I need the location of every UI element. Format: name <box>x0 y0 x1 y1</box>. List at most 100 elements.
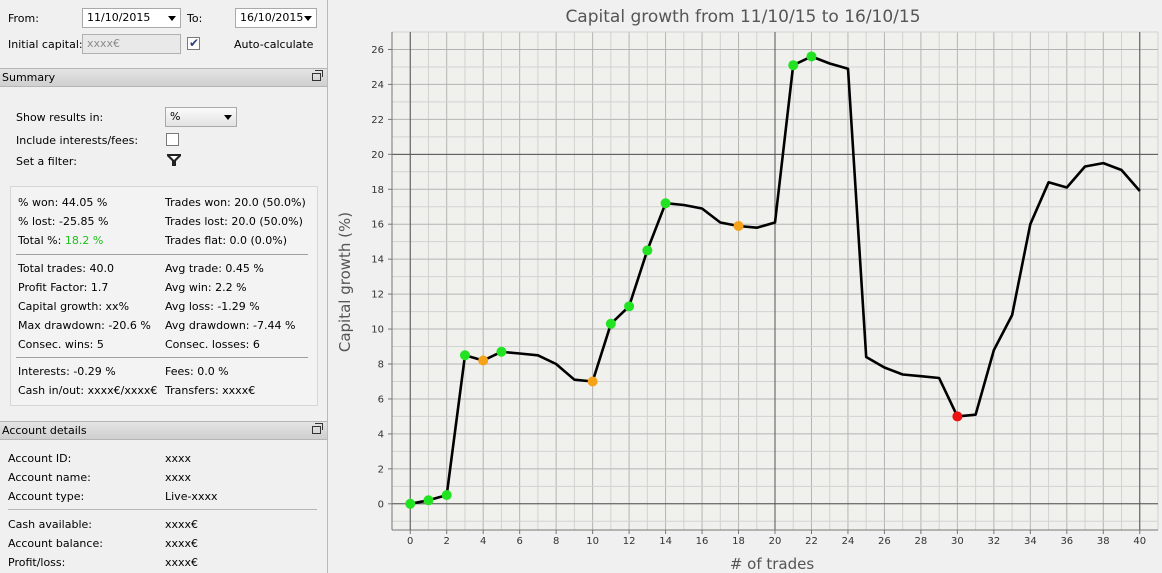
capital-growth: Capital growth: xx% <box>18 300 130 313</box>
consec-wins: Consec. wins: 5 <box>18 338 104 351</box>
account-name-value: xxxx <box>165 471 192 484</box>
data-point-loss <box>478 355 489 366</box>
data-point-loss <box>587 376 598 387</box>
x-tick-label: 0 <box>407 536 413 547</box>
restore-window-icon[interactable] <box>312 423 323 434</box>
filter-icon[interactable] <box>166 152 182 168</box>
total-trades: Total trades: 40.0 <box>18 262 114 275</box>
y-axis-label: Capital growth (%) <box>336 212 354 352</box>
show-results-select[interactable]: % <box>165 107 237 127</box>
account-type-label: Account type: <box>8 490 85 503</box>
y-tick-label: 0 <box>378 499 384 510</box>
y-tick-label: 8 <box>378 360 384 371</box>
cash-available-value: xxxx€ <box>165 518 199 531</box>
data-point-win <box>496 346 507 357</box>
divider <box>16 254 308 255</box>
y-tick-label: 2 <box>378 464 384 475</box>
y-tick-label: 18 <box>371 185 384 196</box>
to-date-picker[interactable]: 16/10/2015 <box>235 8 317 28</box>
data-point-win <box>660 198 671 209</box>
from-label: From: <box>8 12 39 25</box>
divider <box>16 357 308 358</box>
pct-lost: % lost: -25.85 % <box>18 215 109 228</box>
chevron-down-icon <box>168 16 176 21</box>
y-tick-label: 24 <box>371 80 384 91</box>
include-interests-label: Include interests/fees: <box>16 134 139 147</box>
avg-drawdown: Avg drawdown: -7.44 % <box>165 319 296 332</box>
account-type-value: Live-xxxx <box>165 490 218 503</box>
x-tick-label: 2 <box>444 536 450 547</box>
account-id-label: Account ID: <box>8 452 72 465</box>
restore-window-icon[interactable] <box>312 70 323 81</box>
initial-capital-value: xxxx€ <box>87 37 121 50</box>
profit-factor: Profit Factor: 1.7 <box>18 281 109 294</box>
x-tick-label: 22 <box>805 536 818 547</box>
x-tick-label: 40 <box>1133 536 1146 547</box>
x-tick-label: 38 <box>1097 536 1110 547</box>
y-tick-label: 12 <box>371 290 384 301</box>
x-tick-label: 30 <box>951 536 964 547</box>
avg-trade: Avg trade: 0.45 % <box>165 262 264 275</box>
data-point-win <box>605 318 616 329</box>
to-label: To: <box>187 12 203 25</box>
data-point-win <box>441 490 452 501</box>
trades-flat: Trades flat: 0.0 (0.0%) <box>165 234 288 247</box>
total-pct: Total %: 18.2 % <box>18 234 103 247</box>
chevron-down-icon <box>304 16 312 21</box>
profit-loss-value: xxxx€ <box>165 556 199 569</box>
show-results-label: Show results in: <box>16 111 104 124</box>
checkmark-icon: ✔ <box>189 36 200 50</box>
account-details-header[interactable]: Account details <box>0 421 327 440</box>
profit-loss-label: Profit/loss: <box>8 556 66 569</box>
auto-calculate-label: Auto-calculate <box>234 38 314 51</box>
x-tick-label: 18 <box>732 536 745 547</box>
initial-capital-label: Initial capital: <box>8 38 83 51</box>
cash-available-label: Cash available: <box>8 518 92 531</box>
avg-loss: Avg loss: -1.29 % <box>165 300 260 313</box>
plot-area: 0 2 4 6 8 10 12 14 16 18 20 22 24 26 28 30 32 34 36 38 40024… <box>371 31 1159 547</box>
max-drawdown: Max drawdown: -20.6 % <box>18 319 151 332</box>
x-tick-label: 28 <box>915 536 928 547</box>
chart-panel: Capital growth from 11/10/15 to 16/10/15… <box>332 0 1162 573</box>
x-tick-label: 4 <box>480 536 486 547</box>
capital-growth-chart[interactable]: Capital growth from 11/10/15 to 16/10/15… <box>332 0 1162 573</box>
trades-lost: Trades lost: 20.0 (50.0%) <box>165 215 303 228</box>
total-pct-value: 18.2 % <box>64 234 104 247</box>
y-tick-label: 22 <box>371 115 384 126</box>
x-tick-label: 24 <box>842 536 855 547</box>
x-tick-label: 8 <box>553 536 559 547</box>
x-tick-label: 10 <box>586 536 599 547</box>
x-axis-label: # of trades <box>730 555 815 573</box>
data-point-win <box>642 245 653 256</box>
account-name-label: Account name: <box>8 471 91 484</box>
set-filter-label: Set a filter: <box>16 155 77 168</box>
y-tick-label: 10 <box>371 325 384 336</box>
consec-losses: Consec. losses: 6 <box>165 338 260 351</box>
summary-stats-box: % won: 44.05 % % lost: -25.85 % Total %:… <box>10 186 318 406</box>
transfers: Transfers: xxxx€ <box>165 384 256 397</box>
data-point-win <box>459 350 470 361</box>
total-pct-label: Total %: <box>18 234 65 247</box>
data-point-drawdown <box>952 411 963 422</box>
y-tick-label: 14 <box>371 255 384 266</box>
account-balance-label: Account balance: <box>8 537 103 550</box>
x-tick-label: 6 <box>516 536 522 547</box>
from-date-picker[interactable]: 11/10/2015 <box>82 8 181 28</box>
to-date-value: 16/10/2015 <box>240 11 304 24</box>
chevron-down-icon <box>224 115 232 120</box>
initial-capital-input[interactable]: xxxx€ <box>82 34 181 54</box>
data-point-win <box>405 498 416 509</box>
x-tick-label: 36 <box>1060 536 1073 547</box>
chart-title: Capital growth from 11/10/15 to 16/10/15 <box>565 7 920 27</box>
summary-title: Summary <box>2 71 56 84</box>
divider <box>8 509 317 510</box>
include-interests-checkbox[interactable] <box>166 133 179 146</box>
auto-calculate-checkbox[interactable]: ✔ <box>187 36 200 50</box>
data-point-win <box>806 51 817 62</box>
show-results-value: % <box>170 110 181 123</box>
x-tick-label: 14 <box>659 536 672 547</box>
x-tick-label: 16 <box>696 536 709 547</box>
summary-header[interactable]: Summary <box>0 68 327 87</box>
x-tick-label: 34 <box>1024 536 1037 547</box>
account-balance-value: xxxx€ <box>165 537 199 550</box>
